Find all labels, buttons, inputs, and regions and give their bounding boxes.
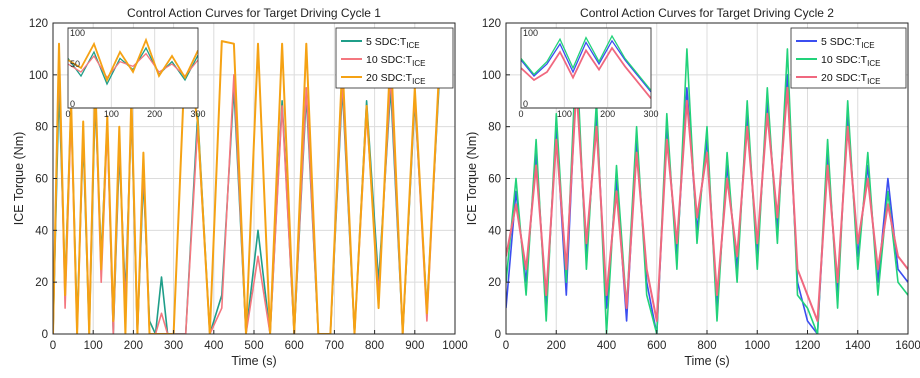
- inset-x-tick-label: 200: [600, 109, 615, 119]
- x-tick-label: 400: [204, 340, 223, 352]
- inset-y-tick-label: 100: [523, 28, 538, 38]
- inset-frame: [67, 27, 199, 109]
- y-tick-label: 20: [488, 277, 501, 289]
- inset-series-line-3: [521, 46, 651, 99]
- legend-entry-subscript: ICE: [861, 41, 874, 50]
- y-tick-label: 80: [35, 122, 48, 134]
- x-tick-label: 700: [325, 340, 344, 352]
- x-axis-label: Time (s): [231, 354, 276, 368]
- legend-entry-subscript: ICE: [867, 59, 880, 68]
- x-tick-label: 1200: [795, 340, 821, 352]
- y-tick-label: 60: [488, 174, 501, 186]
- y-tick-label: 0: [495, 329, 501, 341]
- inset-x-tick-label: 200: [147, 109, 162, 119]
- inset-x-tick-label: 300: [643, 109, 658, 119]
- x-axis-label: Time (s): [684, 354, 729, 368]
- y-tick-label: 40: [35, 225, 48, 237]
- legend-entry-label: 10 SDC:T: [366, 54, 413, 66]
- inset-x-tick-label: 100: [104, 109, 119, 119]
- x-tick-label: 200: [547, 340, 566, 352]
- y-axis-label: ICE Torque (Nm): [12, 132, 26, 226]
- y-tick-label: 80: [488, 122, 501, 134]
- inset-x-tick-label: 100: [557, 109, 572, 119]
- y-tick-label: 60: [35, 174, 48, 186]
- inset-series-group: [521, 34, 651, 99]
- x-tick-label: 200: [124, 340, 143, 352]
- x-tick-label: 600: [285, 340, 304, 352]
- x-tick-label: 1400: [845, 340, 871, 352]
- inset-y-tick-label: 0: [523, 99, 528, 109]
- legend-entry-2: 10 SDC:TICE: [821, 54, 880, 68]
- legend-entry-subscript: ICE: [412, 59, 425, 68]
- legend-entry-1: 5 SDC:TICE: [821, 36, 875, 50]
- legend-entry-label: 20 SDC:T: [821, 72, 868, 84]
- inset-panel: 0 100 200 300 0 100: [518, 27, 659, 119]
- inset-y-tick-label: 0: [70, 99, 75, 109]
- legend-entry-label: 20 SDC:T: [366, 72, 413, 84]
- legend-entry-subscript: ICE: [412, 77, 425, 86]
- x-tick-label: 1000: [442, 340, 468, 352]
- inset-series-line-2: [521, 34, 651, 91]
- inset-series-line-2: [68, 52, 198, 79]
- inset-x-tick-label: 0: [518, 109, 523, 119]
- x-tick-label: 1600: [895, 340, 920, 352]
- x-tick-label: 0: [503, 340, 509, 352]
- chart-title: Control Action Curves for Target Driving…: [127, 6, 381, 20]
- series-line-3: [506, 86, 908, 322]
- chart-title: Control Action Curves for Target Driving…: [580, 6, 834, 20]
- inset-y-tick-label: 100: [70, 28, 85, 38]
- x-tick-label: 800: [365, 340, 384, 352]
- x-tick-label: 300: [164, 340, 183, 352]
- chart-panel-1: 0 100 200 300 400 500 600 700 800 900 100002040608…: [12, 6, 468, 368]
- legend-entry-subscript: ICE: [867, 77, 880, 86]
- series-group: [506, 48, 908, 334]
- legend-entry-label: 5 SDC:T: [366, 36, 407, 48]
- inset-x-tick-label: 0: [65, 109, 70, 119]
- x-tick-label: 1000: [744, 340, 770, 352]
- legend-entry-1: 5 SDC:TICE: [366, 36, 420, 50]
- inset-x-tick-label: 300: [190, 109, 205, 119]
- inset-series-group: [68, 37, 198, 86]
- legend-entry-label: 5 SDC:T: [821, 36, 862, 48]
- y-tick-label: 120: [482, 18, 501, 30]
- inset-panel: 0 100 200 300 0 50 100: [65, 27, 206, 119]
- y-tick-label: 0: [42, 329, 48, 341]
- y-axis-label: ICE Torque (Nm): [465, 132, 479, 226]
- y-tick-label: 20: [35, 277, 48, 289]
- x-tick-label: 400: [597, 340, 616, 352]
- x-tick-label: 500: [244, 340, 263, 352]
- x-tick-label: 800: [697, 340, 716, 352]
- inset-series-line-3: [68, 37, 198, 83]
- inset-y-tick-label: 50: [70, 59, 80, 69]
- x-tick-label: 900: [405, 340, 424, 352]
- y-tick-label: 120: [29, 18, 48, 30]
- legend-entry-3: 20 SDC:TICE: [821, 72, 880, 86]
- legend-entry-label: 10 SDC:T: [821, 54, 868, 66]
- y-tick-label: 40: [488, 225, 501, 237]
- legend-entry-2: 10 SDC:TICE: [366, 54, 425, 68]
- x-tick-label: 600: [647, 340, 666, 352]
- x-tick-label: 100: [84, 340, 103, 352]
- y-tick-label: 100: [482, 70, 501, 82]
- legend-entry-subscript: ICE: [406, 41, 419, 50]
- chart-panel-2: 0 200 400 600 800 1000 1200 1400 160002040608010…: [465, 6, 920, 368]
- y-tick-label: 100: [29, 70, 48, 82]
- inset-frame: [520, 27, 652, 109]
- x-tick-label: 0: [50, 340, 56, 352]
- legend-entry-3: 20 SDC:TICE: [366, 72, 425, 86]
- inset-series-line-1: [521, 39, 651, 93]
